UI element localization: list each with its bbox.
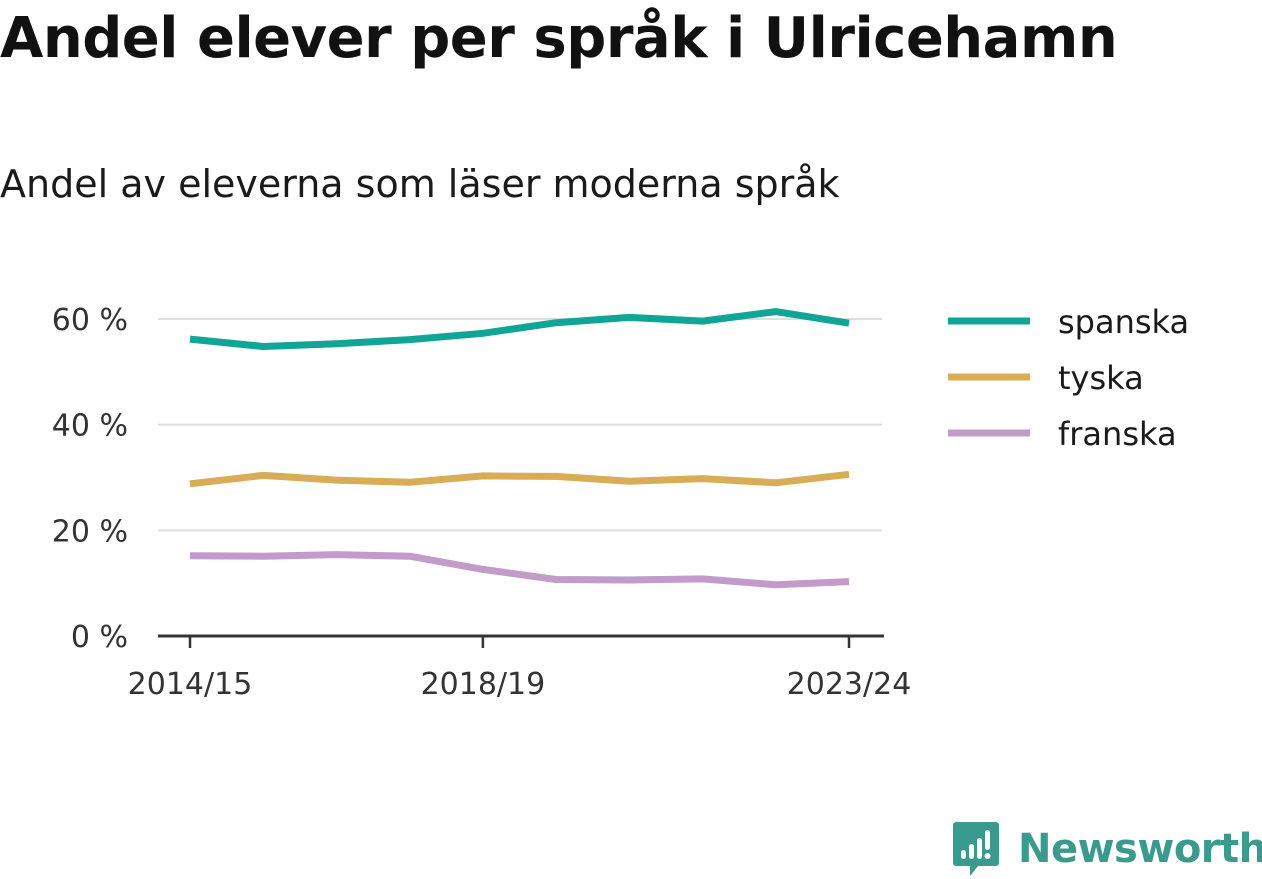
chart-title: Andel elever per språk i Ulricehamn [0, 6, 1118, 71]
x-tick-label: 2018/19 [421, 667, 546, 702]
y-tick-label: 60 % [52, 303, 128, 338]
gridlines [158, 318, 882, 532]
legend-label-spanska: spanska [1058, 303, 1189, 341]
legend: spanska tyska franska [948, 303, 1189, 453]
series-line-tyska [189, 470, 850, 488]
legend-label-tyska: tyska [1058, 359, 1144, 397]
brand-name: Newsworthy [1018, 826, 1262, 872]
x-tick-label: 2014/15 [128, 667, 253, 702]
chart-subtitle: Andel av eleverna som läser moderna språ… [0, 162, 840, 206]
line-chart: 0 % 20 % 40 % 60 % 2014/15 2018/19 2023/24 spa… [52, 303, 1189, 702]
y-tick-label: 40 % [52, 409, 128, 444]
series-line-franska [189, 551, 850, 589]
y-tick-label: 20 % [52, 514, 128, 549]
legend-label-franska: franska [1058, 415, 1177, 453]
newsworthy-logo: Newsworthy [952, 820, 1262, 878]
chart-speech-bubble-icon [953, 822, 999, 876]
axes: 0 % 20 % 40 % 60 % 2014/15 2018/19 2023/24 [52, 303, 912, 702]
y-tick-label: 0 % [71, 620, 128, 655]
series-line-spanska [189, 308, 850, 350]
x-tick-label: 2023/24 [787, 667, 912, 702]
series-lines [189, 308, 850, 589]
